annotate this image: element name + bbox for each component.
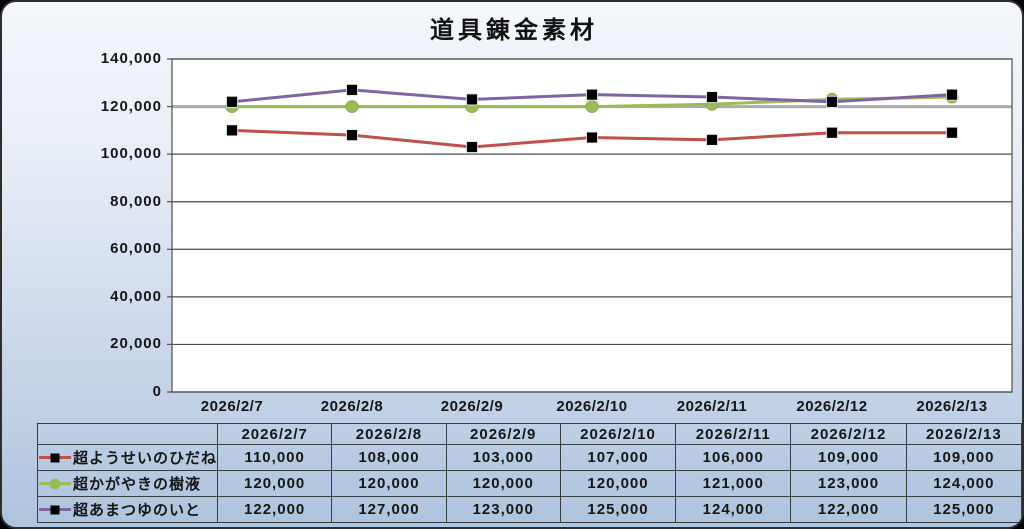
data-point-marker	[586, 88, 598, 101]
data-point-marker	[586, 131, 598, 144]
legend-line-sample	[39, 505, 71, 514]
legend-marker-square-icon	[50, 505, 60, 514]
table-value-cell: 110,000	[217, 444, 333, 471]
x-axis-tick-label: 2026/2/12	[796, 398, 868, 415]
data-point-marker	[345, 100, 359, 114]
data-point-marker	[706, 133, 718, 146]
x-axis-tick-label: 2026/2/7	[200, 398, 264, 415]
table-value-cell: 108,000	[331, 444, 447, 471]
y-axis-tick-label: 60,000	[110, 240, 162, 258]
data-point-marker	[946, 88, 958, 101]
table-value-cell: 125,000	[559, 496, 677, 523]
x-axis-tick-label: 2026/2/9	[440, 398, 504, 415]
table-corner-void	[36, 423, 219, 445]
series-name-label: 超ようせいのひだね	[73, 450, 218, 467]
x-axis-tick-label: 2026/2/8	[320, 398, 384, 415]
table-value-cell: 122,000	[217, 496, 333, 523]
data-point-marker	[826, 95, 838, 108]
table-row: 超あまつゆのいと 122,000 127,000 123,000 125,000 124,…	[36, 496, 1022, 523]
table-header-row: 2026/2/7 2026/2/8 2026/2/9 2026/2/10 2026/2/…	[36, 423, 1022, 445]
legend-marker-circle-icon	[49, 478, 61, 489]
data-point-marker	[585, 100, 599, 114]
table-value-cell: 109,000	[790, 444, 907, 471]
table-value-cell: 120,000	[445, 470, 561, 497]
data-point-marker	[466, 141, 478, 153]
legend-cell: 超ようせいのひだね	[36, 444, 219, 471]
table-value-cell: 124,000	[905, 470, 1022, 497]
x-axis-tick-label: 2026/2/11	[676, 398, 748, 415]
legend-line-sample	[39, 478, 71, 489]
table-date-header: 2026/2/10	[559, 423, 677, 445]
table-value-cell: 103,000	[445, 444, 561, 471]
table-date-header: 2026/2/12	[790, 423, 907, 445]
table-date-header: 2026/2/7	[217, 423, 333, 445]
y-axis-tick-label: 40,000	[110, 287, 162, 305]
table-value-cell: 123,000	[445, 496, 561, 523]
plot-area	[172, 59, 1012, 392]
data-point-marker	[226, 124, 238, 137]
table-row: 超かがやきの樹液 120,000 120,000 120,000 120,000 121,…	[36, 470, 1022, 497]
table-value-cell: 109,000	[905, 444, 1022, 471]
y-axis-tick-label: 120,000	[100, 97, 162, 115]
table-date-header: 2026/2/13	[905, 423, 1022, 445]
legend-marker-square-icon	[50, 453, 60, 462]
data-point-marker	[706, 91, 718, 103]
y-axis-tick-label: 0	[152, 383, 162, 400]
table-value-cell: 125,000	[905, 496, 1022, 523]
table-date-header: 2026/2/8	[331, 423, 447, 445]
table-value-cell: 120,000	[331, 470, 447, 497]
x-axis-tick-label: 2026/2/10	[556, 398, 628, 415]
chart-title: 道具錬金素材	[430, 17, 598, 44]
table-date-header: 2026/2/11	[675, 423, 792, 445]
table-row: 超ようせいのひだね 110,000 108,000 103,000 107,000 106…	[36, 444, 1022, 471]
data-point-marker	[346, 129, 358, 142]
data-point-marker	[946, 126, 958, 139]
table-value-cell: 121,000	[675, 470, 792, 497]
data-table: 2026/2/7 2026/2/8 2026/2/9 2026/2/10 2026/2/…	[36, 423, 1022, 523]
table-value-cell: 122,000	[790, 496, 907, 523]
y-axis-tick-label: 100,000	[100, 145, 162, 163]
plot-border	[171, 58, 1013, 393]
table-value-cell: 120,000	[559, 470, 677, 497]
data-point-marker	[226, 95, 238, 108]
table-value-cell: 123,000	[790, 470, 907, 497]
y-axis-tick-label: 20,000	[110, 335, 162, 353]
table-value-cell: 106,000	[675, 444, 792, 471]
series-name-label: 超かがやきの樹液	[73, 476, 202, 493]
y-axis-tick-label: 140,000	[100, 50, 162, 67]
legend-cell: 超かがやきの樹液	[36, 470, 219, 497]
table-value-cell: 127,000	[331, 496, 447, 523]
table-value-cell: 107,000	[559, 444, 677, 471]
legend-cell: 超あまつゆのいと	[36, 496, 219, 523]
series-name-label: 超あまつゆのいと	[73, 502, 202, 519]
data-point-marker	[466, 93, 478, 106]
table-date-header: 2026/2/9	[445, 423, 561, 445]
data-point-marker	[346, 84, 358, 96]
legend-line-sample	[39, 453, 71, 462]
data-point-marker	[826, 126, 838, 139]
x-axis-tick-label: 2026/2/13	[916, 398, 988, 415]
y-axis-tick-label: 80,000	[110, 192, 162, 210]
table-value-cell: 124,000	[675, 496, 792, 523]
table-value-cell: 120,000	[217, 470, 333, 497]
